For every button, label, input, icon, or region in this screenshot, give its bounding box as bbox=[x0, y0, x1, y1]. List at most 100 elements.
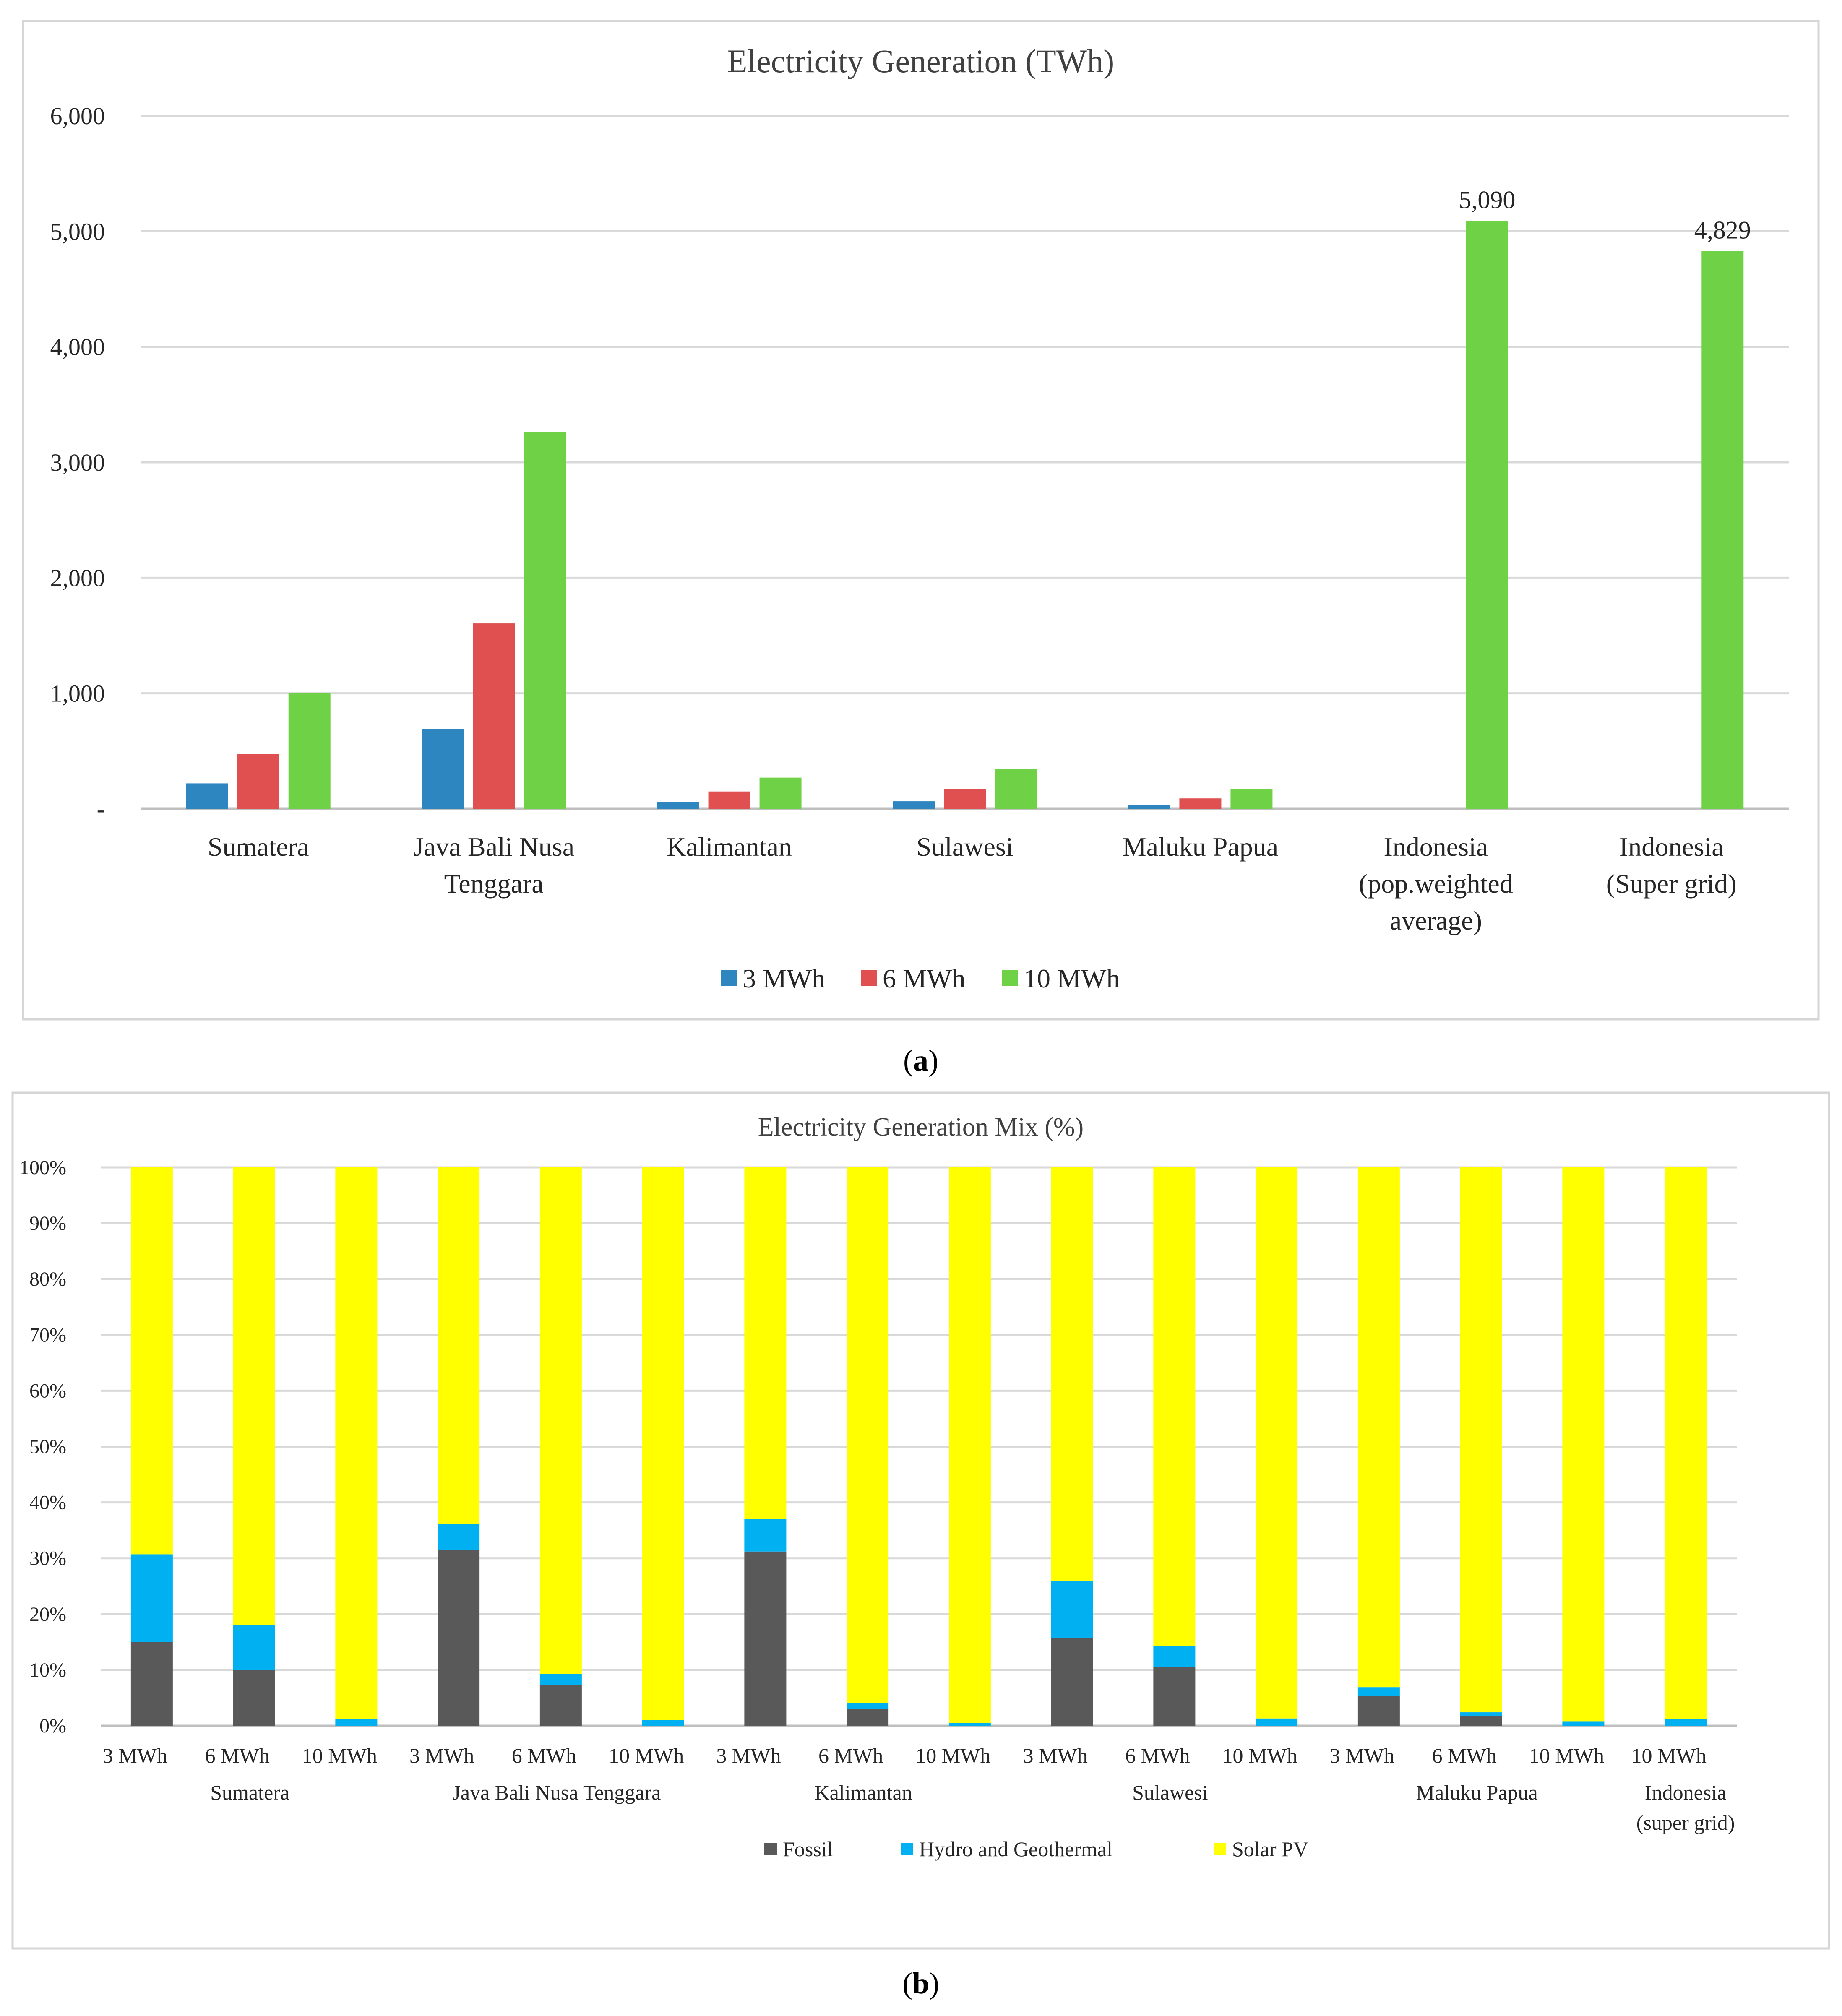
chart-b-bar-segment bbox=[1460, 1712, 1502, 1716]
chart-a-legend-swatch bbox=[861, 970, 877, 986]
chart-b-category-label: 6 MWh bbox=[818, 1744, 883, 1767]
chart-b-y-tick-label: 10% bbox=[29, 1659, 66, 1681]
panel-b-label: (b) bbox=[902, 1967, 939, 2000]
chart-b-category-label: 10 MWh bbox=[915, 1744, 990, 1767]
chart-a-bar bbox=[237, 754, 279, 809]
chart-b-bar-segment bbox=[847, 1703, 889, 1709]
panel-a-label: (a) bbox=[903, 1044, 938, 1077]
chart-a-legend-label: 3 MWh bbox=[743, 964, 825, 993]
chart-b-bar-segment bbox=[1460, 1167, 1502, 1713]
chart-b-y-tick-label: 0% bbox=[39, 1715, 66, 1737]
chart-b-category-label: 6 MWh bbox=[1432, 1744, 1497, 1767]
chart-a-category-label: Tenggara bbox=[444, 869, 544, 899]
chart-a-legend-swatch bbox=[1002, 970, 1018, 986]
chart-b-bar-segment bbox=[233, 1670, 275, 1726]
chart-b-bar-segment bbox=[744, 1167, 787, 1519]
chart-a-category-label: Indonesia bbox=[1383, 832, 1488, 862]
chart-b-bar-segment bbox=[233, 1167, 275, 1625]
chart-b-category-label: 6 MWh bbox=[512, 1744, 576, 1767]
chart-b-y-tick-label: 30% bbox=[29, 1547, 66, 1570]
chart-b-bar-segment bbox=[847, 1167, 889, 1703]
chart-b-bar-segment bbox=[1153, 1667, 1196, 1726]
chart-a-frame bbox=[22, 20, 1820, 1021]
chart-a-bar bbox=[524, 432, 566, 809]
chart-b-y-axis: 0% 10% 20% 30% 40% 50% 60% 70% 80% 90% 100% bbox=[19, 1156, 66, 1737]
chart-b-title: Electricity Generation Mix (%) bbox=[758, 1113, 1084, 1141]
chart-a-category-label: (Super grid) bbox=[1606, 869, 1737, 899]
chart-b-bar-segment bbox=[539, 1167, 582, 1674]
chart-b-legend-swatch bbox=[1214, 1843, 1226, 1855]
chart-a-data-label: 4,829 bbox=[1694, 216, 1751, 244]
chart-b-category-label: 10 MWh bbox=[302, 1744, 377, 1767]
chart-a-legend: 3 MWh 6 MWh 10 MWh bbox=[721, 964, 1120, 993]
chart-b-bar-segment bbox=[948, 1723, 991, 1726]
chart-b-bar-segment bbox=[1256, 1167, 1298, 1719]
chart-b-y-tick-label: 100% bbox=[19, 1156, 66, 1179]
chart-a-bar bbox=[1230, 789, 1273, 809]
chart-b-bar-segment bbox=[1562, 1167, 1605, 1722]
chart-b-bar-segment bbox=[335, 1719, 378, 1726]
chart-b-bar-segment bbox=[744, 1551, 787, 1726]
chart-b-bar-segment bbox=[1460, 1716, 1502, 1726]
chart-a-y-tick-label: 5,000 bbox=[50, 218, 105, 245]
chart-b-bar-segment bbox=[744, 1519, 787, 1552]
chart-a-category-label: Indonesia bbox=[1619, 832, 1724, 862]
chart-a-category-label: average) bbox=[1390, 906, 1482, 935]
chart-a-y-axis: - 1,000 2,000 3,000 4,000 5,000 6,000 bbox=[50, 102, 105, 823]
chart-b-y-tick-label: 50% bbox=[29, 1436, 66, 1458]
chart-a-bar bbox=[995, 769, 1037, 809]
chart-b-bar-segment bbox=[1357, 1687, 1400, 1696]
chart-b-legend-label: Hydro and Geothermal bbox=[919, 1837, 1112, 1861]
chart-a-bar bbox=[1179, 798, 1222, 809]
chart-b-legend-label: Fossil bbox=[783, 1837, 833, 1861]
chart-b-bar-segment bbox=[438, 1167, 480, 1524]
chart-b-legend-label: Solar PV bbox=[1232, 1837, 1308, 1861]
chart-a-y-tick-label: 4,000 bbox=[50, 333, 105, 361]
chart-b-bar-segment bbox=[1153, 1167, 1196, 1646]
chart-b-category-label: 3 MWh bbox=[1023, 1744, 1088, 1767]
chart-a-bars bbox=[186, 221, 1744, 809]
chart-b-group-label: Sulawesi bbox=[1132, 1781, 1208, 1804]
chart-b-category-label: 6 MWh bbox=[1125, 1744, 1190, 1767]
chart-b-bar-segment bbox=[642, 1720, 684, 1726]
chart-b-category-label: 10 MWh bbox=[1631, 1744, 1707, 1767]
chart-a-bar bbox=[288, 693, 331, 809]
chart-b-group-label: Indonesia bbox=[1645, 1781, 1726, 1804]
chart-b-legend: Fossil Hydro and Geothermal Solar PV bbox=[764, 1837, 1308, 1861]
chart-a-category-label: Sumatera bbox=[208, 832, 309, 862]
chart-b-bar-segment bbox=[1256, 1718, 1298, 1726]
chart-a-category-label: Kalimantan bbox=[667, 832, 792, 862]
chart-a-y-tick-label: 2,000 bbox=[50, 564, 105, 591]
chart-b-category-label: 6 MWh bbox=[205, 1744, 270, 1767]
chart-a-category-label: Java Bali Nusa bbox=[413, 832, 574, 862]
chart-b-category-label: 3 MWh bbox=[1330, 1744, 1394, 1767]
chart-b-category-label: 3 MWh bbox=[103, 1744, 167, 1767]
chart-b-bar-segment bbox=[847, 1709, 889, 1726]
chart-b-bar-segment bbox=[1051, 1580, 1093, 1638]
chart-b-y-tick-label: 90% bbox=[29, 1212, 66, 1235]
chart-b-x-axis: 3 MWh 6 MWh 10 MWh 3 MWh 6 MWh 10 MWh 3 MWh 6 M… bbox=[103, 1744, 1707, 1767]
chart-a-bar bbox=[1128, 805, 1170, 809]
chart-b-bar-segment bbox=[130, 1554, 173, 1642]
chart-b-category-label: 3 MWh bbox=[716, 1744, 781, 1767]
chart-b-y-tick-label: 70% bbox=[29, 1324, 66, 1346]
chart-a-bar bbox=[708, 791, 750, 809]
chart-a-bar bbox=[759, 777, 802, 809]
chart-a-bar bbox=[422, 729, 464, 809]
chart-b-bar-segment bbox=[539, 1685, 582, 1726]
chart-b-bar-segment bbox=[130, 1167, 173, 1555]
chart-a-data-label: 5,090 bbox=[1459, 186, 1515, 214]
chart-a-bar bbox=[893, 801, 935, 809]
chart-b-y-tick-label: 40% bbox=[29, 1492, 66, 1514]
chart-a-bar bbox=[473, 623, 515, 809]
chart-b-bar-segment bbox=[438, 1524, 480, 1550]
chart-b-bar-segment bbox=[1665, 1167, 1707, 1719]
chart-a-category-label: Maluku Papua bbox=[1123, 832, 1279, 862]
chart-a-legend-swatch bbox=[721, 970, 737, 986]
chart-b-bar-segment bbox=[1562, 1721, 1605, 1726]
chart-b-group-label: Maluku Papua bbox=[1416, 1781, 1538, 1804]
chart-b-bar-segment bbox=[642, 1167, 684, 1720]
chart-b-bar-segment bbox=[1051, 1638, 1093, 1726]
chart-b-bars bbox=[130, 1167, 1707, 1726]
chart-b-y-tick-label: 20% bbox=[29, 1603, 66, 1625]
